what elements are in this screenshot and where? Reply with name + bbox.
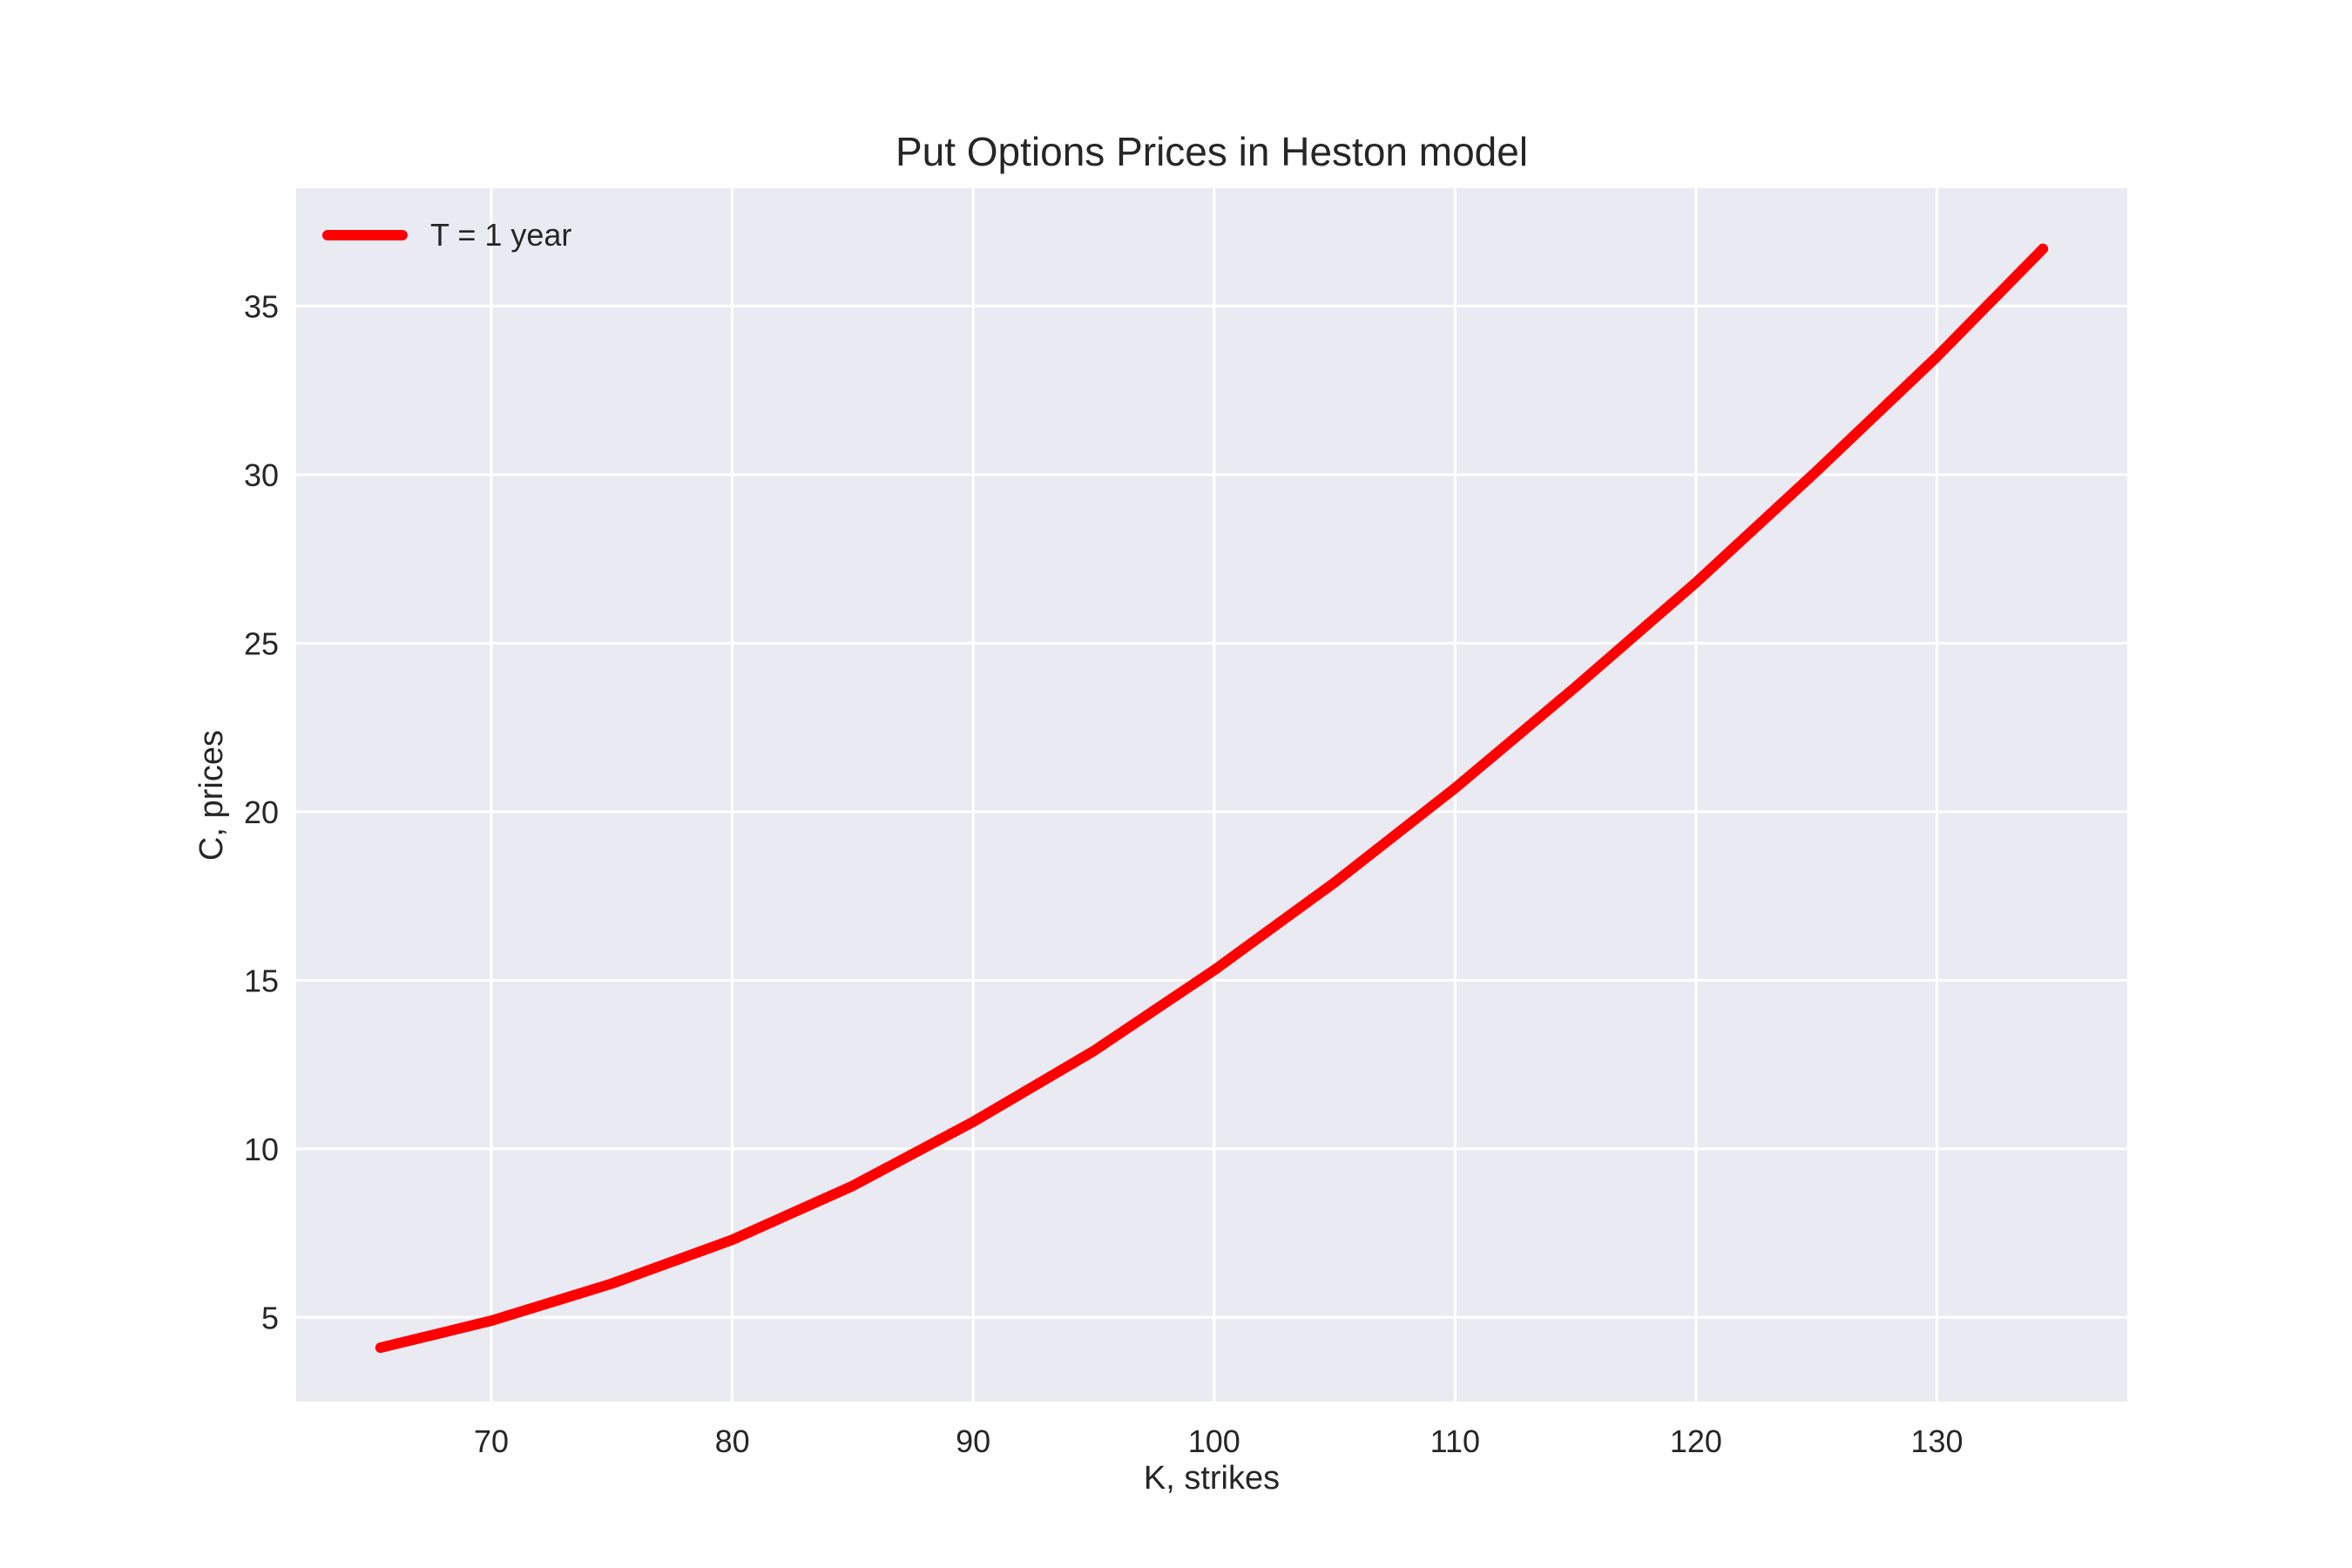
x-tick-label: 100	[1188, 1423, 1240, 1459]
x-tick-label: 70	[474, 1423, 509, 1459]
legend: T = 1 year	[322, 217, 571, 253]
x-tick-labels: 70 80 90 100 110 120 130	[474, 1423, 1963, 1459]
chart-title: Put Options Prices in Heston model	[896, 129, 1528, 174]
grid	[296, 188, 2127, 1402]
y-tick-label: 5	[261, 1300, 279, 1335]
series-group	[375, 243, 2049, 1354]
y-tick-label: 10	[244, 1132, 279, 1167]
y-axis-label: C, prices	[193, 730, 230, 861]
y-tick-label: 20	[244, 794, 279, 830]
x-tick-label: 80	[715, 1423, 750, 1459]
x-tick-label: 110	[1430, 1423, 1480, 1459]
series-line	[375, 243, 2049, 1354]
y-tick-label: 30	[244, 457, 279, 493]
x-axis-label: K, strikes	[1144, 1460, 1280, 1497]
y-tick-label: 35	[244, 288, 279, 324]
legend-label: T = 1 year	[430, 217, 571, 253]
y-tick-labels: 5 10 15 20 25 30 35	[244, 288, 279, 1335]
x-tick-label: 90	[956, 1423, 990, 1459]
y-tick-label: 15	[244, 963, 279, 998]
plot-background	[296, 188, 2127, 1402]
y-tick-label: 25	[244, 625, 279, 661]
x-tick-label: 130	[1910, 1423, 1963, 1459]
x-tick-label: 120	[1670, 1423, 1722, 1459]
